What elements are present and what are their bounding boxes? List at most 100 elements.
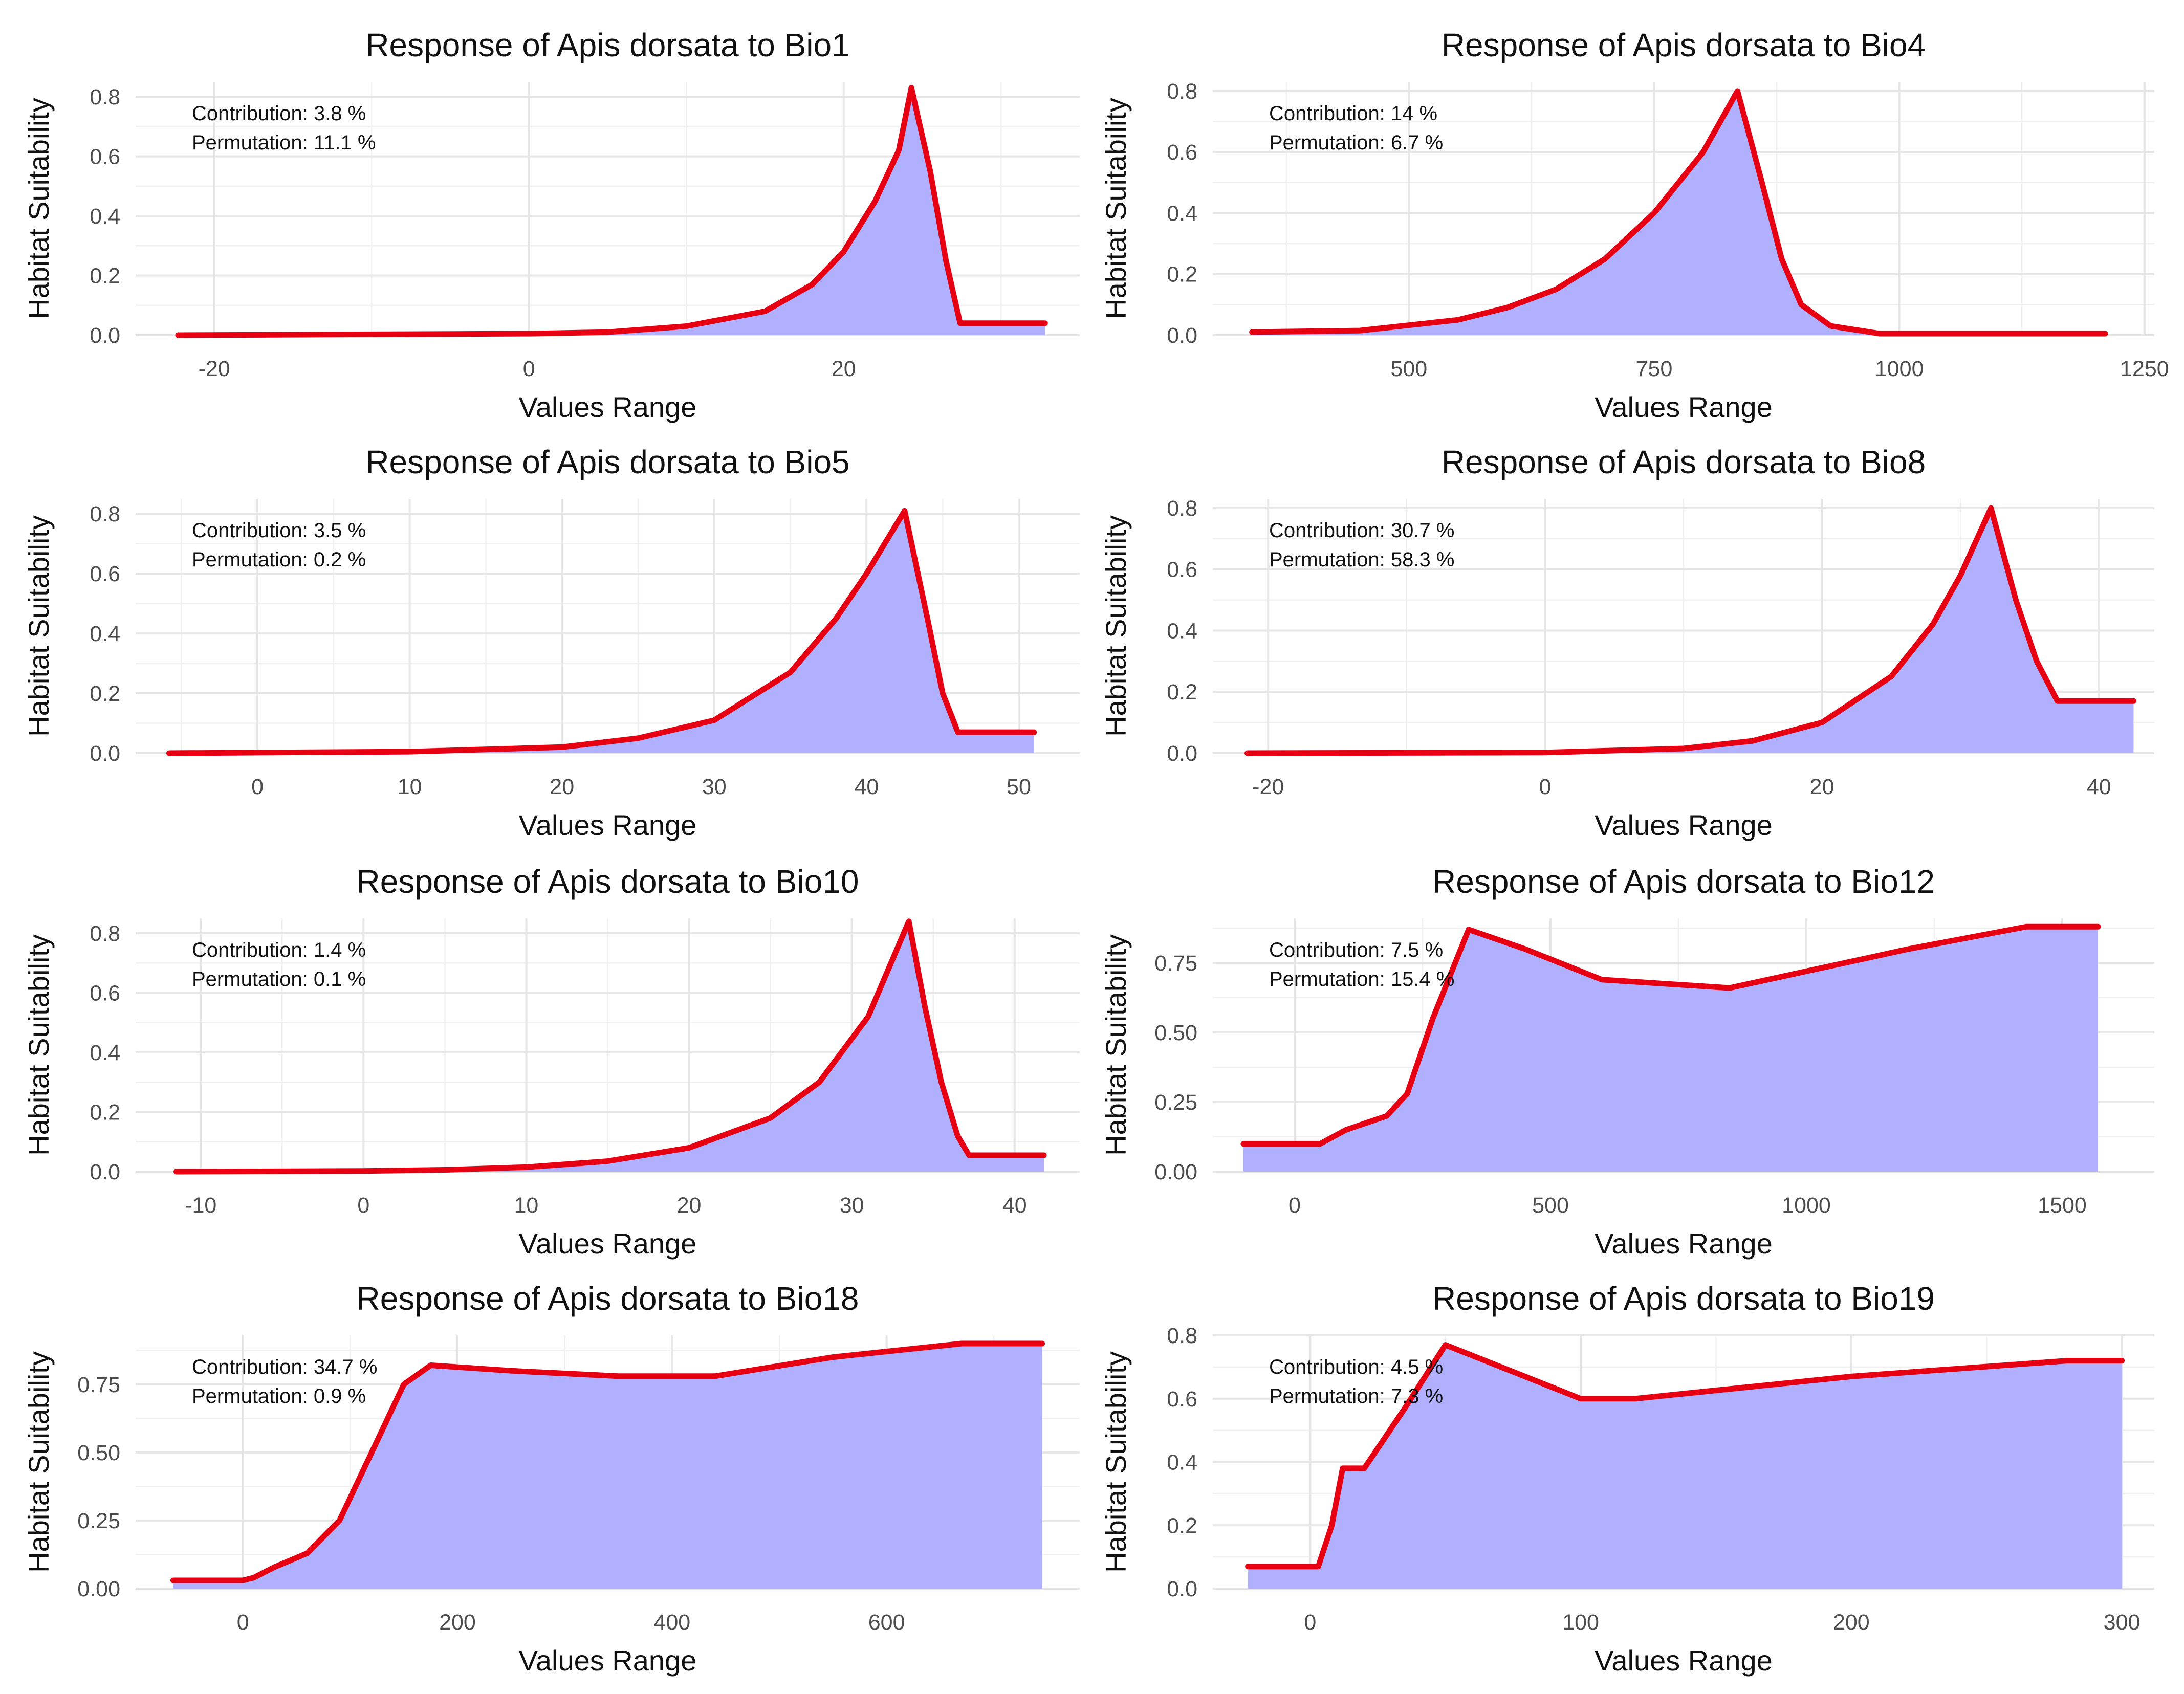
y-tick-label: 0.4 <box>90 622 120 646</box>
x-tick-label: 500 <box>1390 357 1427 381</box>
y-tick-label: 0.8 <box>1167 79 1197 104</box>
suitability-area <box>1248 1345 2122 1589</box>
y-tick-label: 0.0 <box>1167 741 1197 766</box>
x-tick-label: 400 <box>653 1610 690 1635</box>
x-tick-label: 40 <box>854 775 879 799</box>
y-tick-label: 0.4 <box>90 204 120 229</box>
y-tick-label: 0.00 <box>77 1577 120 1601</box>
chart-title: Response of Apis dorsata to Bio4 <box>1442 27 1926 63</box>
x-tick-label: -20 <box>1252 775 1284 799</box>
y-tick-label: 0.4 <box>1167 619 1197 643</box>
y-tick-label: 0.2 <box>1167 262 1197 287</box>
y-tick-label: 0.2 <box>90 1101 120 1125</box>
y-tick-label: 0.2 <box>90 264 120 289</box>
suitability-area <box>169 511 1034 753</box>
x-tick-label: 750 <box>1636 357 1673 381</box>
chart-title: Response of Apis dorsata to Bio18 <box>357 1280 859 1317</box>
y-axis-label: Habitat Suitability <box>23 934 55 1156</box>
chart-title: Response of Apis dorsata to Bio10 <box>357 863 859 900</box>
y-axis-label: Habitat Suitability <box>23 1351 55 1573</box>
y-tick-label: 0.0 <box>90 1160 120 1184</box>
x-tick-label: 30 <box>702 775 727 799</box>
permutation-annotation: Permutation: 15.4 % <box>1269 968 1454 991</box>
permutation-annotation: Permutation: 0.2 % <box>192 548 366 571</box>
response-curve-line <box>175 85 1048 338</box>
chart-panel: -20 0 20 40 0.0 0.2 0.4 0.6 0.8 Contribution: 30.… <box>1100 444 2154 841</box>
x-tick-label: -20 <box>199 357 230 381</box>
x-tick-label: 10 <box>514 1193 539 1218</box>
y-tick-label: 0.4 <box>1167 1450 1197 1475</box>
permutation-annotation: Permutation: 0.9 % <box>192 1385 366 1407</box>
x-tick-label: 0 <box>1304 1610 1316 1635</box>
response-curve-line <box>173 918 1047 1175</box>
y-tick-label: 0.2 <box>1167 1513 1197 1538</box>
suitability-area <box>1243 927 2098 1172</box>
chart-panel: -10 0 10 20 30 40 0.0 0.2 0.4 0.6 0.8 Contribution:… <box>23 863 1080 1260</box>
suitability-area <box>173 1344 1042 1589</box>
y-tick-label: 0.6 <box>1167 1387 1197 1412</box>
y-tick-label: 0.8 <box>1167 496 1197 521</box>
x-tick-label: 300 <box>2104 1610 2141 1635</box>
suitability-area <box>178 87 1045 335</box>
y-axis-label: Habitat Suitability <box>23 515 55 737</box>
y-tick-label: 0.25 <box>1154 1090 1197 1115</box>
x-tick-label: 1000 <box>1782 1193 1831 1218</box>
contribution-annotation: Contribution: 3.5 % <box>192 519 366 542</box>
y-tick-label: 0.75 <box>77 1373 120 1397</box>
permutation-annotation: Permutation: 6.7 % <box>1269 131 1443 154</box>
response-curve-line <box>1245 1342 2125 1570</box>
chart-title: Response of Apis dorsata to Bio5 <box>365 444 849 480</box>
chart-panel: 0 200 400 600 0.00 0.25 0.50 0.75 Contribution: … <box>23 1280 1080 1677</box>
y-axis-label: Habitat Suitability <box>1100 515 1132 737</box>
contribution-annotation: Contribution: 14 % <box>1269 102 1437 125</box>
x-tick-label: 1000 <box>1875 357 1924 381</box>
x-axis-label: Values Range <box>519 809 697 841</box>
y-axis-label: Habitat Suitability <box>23 98 55 319</box>
y-tick-label: 0.0 <box>90 741 120 766</box>
x-tick-label: 600 <box>868 1610 905 1635</box>
x-axis-label: Values Range <box>519 1227 697 1260</box>
x-axis-label: Values Range <box>519 1644 697 1677</box>
x-tick-label: -10 <box>185 1193 216 1218</box>
y-tick-label: 0.6 <box>90 145 120 169</box>
chart-panel: 0 500 1000 1500 0.00 0.25 0.50 0.75 Contribution… <box>1100 863 2154 1260</box>
response-curve-line <box>166 508 1037 756</box>
x-tick-label: 20 <box>832 357 856 381</box>
suitability-area <box>176 921 1044 1172</box>
x-tick-label: 20 <box>1810 775 1834 799</box>
y-tick-label: 0.25 <box>77 1509 120 1533</box>
contribution-annotation: Contribution: 34.7 % <box>192 1356 377 1378</box>
response-curve-line <box>1240 923 2101 1147</box>
x-tick-label: 200 <box>1833 1610 1870 1635</box>
permutation-annotation: Permutation: 11.1 % <box>192 131 376 154</box>
x-tick-label: 0 <box>523 357 535 381</box>
x-tick-label: 100 <box>1562 1610 1599 1635</box>
x-tick-label: 40 <box>1002 1193 1027 1218</box>
x-tick-label: 30 <box>840 1193 864 1218</box>
chart-title: Response of Apis dorsata to Bio12 <box>1432 863 1935 900</box>
x-axis-label: Values Range <box>1595 1227 1773 1260</box>
suitability-area <box>1252 91 2106 335</box>
y-tick-label: 0.2 <box>1167 680 1197 705</box>
y-tick-label: 0.6 <box>90 981 120 1006</box>
permutation-annotation: Permutation: 0.1 % <box>192 968 366 991</box>
contribution-annotation: Contribution: 7.5 % <box>1269 939 1443 961</box>
y-tick-label: 0.8 <box>1167 1324 1197 1348</box>
y-tick-label: 0.75 <box>1154 951 1197 976</box>
x-tick-label: 1250 <box>2120 357 2169 381</box>
y-tick-label: 0.8 <box>90 921 120 946</box>
x-tick-label: 10 <box>398 775 422 799</box>
x-axis-label: Values Range <box>1595 809 1773 841</box>
y-tick-label: 0.50 <box>77 1441 120 1465</box>
chart-title: Response of Apis dorsata to Bio8 <box>1442 444 1926 480</box>
y-tick-label: 0.50 <box>1154 1021 1197 1045</box>
x-tick-label: 1500 <box>2038 1193 2087 1218</box>
y-tick-label: 0.6 <box>1167 140 1197 165</box>
x-tick-label: 200 <box>439 1610 476 1635</box>
contribution-annotation: Contribution: 3.8 % <box>192 102 366 125</box>
y-tick-label: 0.8 <box>90 85 120 109</box>
y-axis-label: Habitat Suitability <box>1100 934 1132 1156</box>
y-tick-label: 0.00 <box>1154 1160 1197 1184</box>
y-tick-label: 0.6 <box>90 562 120 586</box>
y-tick-label: 0.0 <box>1167 1577 1197 1601</box>
